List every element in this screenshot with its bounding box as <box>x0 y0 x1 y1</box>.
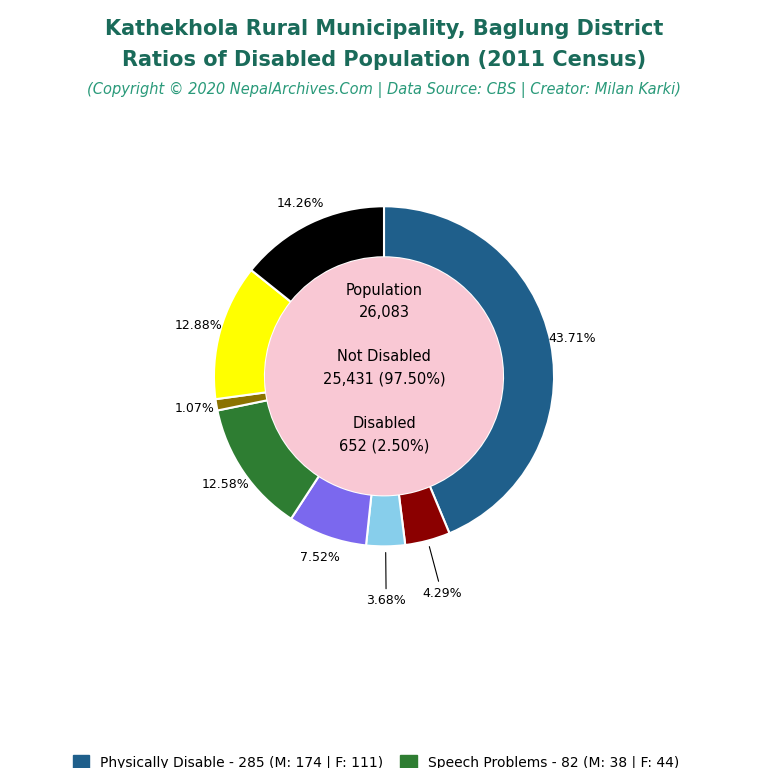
Wedge shape <box>214 270 291 399</box>
Wedge shape <box>251 207 384 302</box>
Legend: Physically Disable - 285 (M: 174 | F: 111), Blind Only - 93 (M: 40 | F: 53), Dea: Physically Disable - 285 (M: 174 | F: 11… <box>73 755 695 768</box>
Text: 12.88%: 12.88% <box>175 319 223 332</box>
Text: Population
26,083

Not Disabled
25,431 (97.50%)

Disabled
652 (2.50%): Population 26,083 Not Disabled 25,431 (9… <box>323 283 445 453</box>
Wedge shape <box>366 495 406 546</box>
Text: (Copyright © 2020 NepalArchives.Com | Data Source: CBS | Creator: Milan Karki): (Copyright © 2020 NepalArchives.Com | Da… <box>87 82 681 98</box>
Text: Kathekhola Rural Municipality, Baglung District: Kathekhola Rural Municipality, Baglung D… <box>104 19 664 39</box>
Wedge shape <box>217 400 319 518</box>
Text: 4.29%: 4.29% <box>422 547 462 600</box>
Text: 14.26%: 14.26% <box>277 197 325 210</box>
Wedge shape <box>384 207 554 533</box>
Wedge shape <box>291 476 372 545</box>
Text: 12.58%: 12.58% <box>201 478 249 491</box>
Text: 43.71%: 43.71% <box>548 332 596 345</box>
Wedge shape <box>399 486 449 545</box>
Wedge shape <box>216 392 267 411</box>
Circle shape <box>265 257 503 495</box>
Text: 1.07%: 1.07% <box>174 402 214 415</box>
Text: 7.52%: 7.52% <box>300 551 339 564</box>
Text: 3.68%: 3.68% <box>366 552 406 607</box>
Text: Ratios of Disabled Population (2011 Census): Ratios of Disabled Population (2011 Cens… <box>122 50 646 70</box>
